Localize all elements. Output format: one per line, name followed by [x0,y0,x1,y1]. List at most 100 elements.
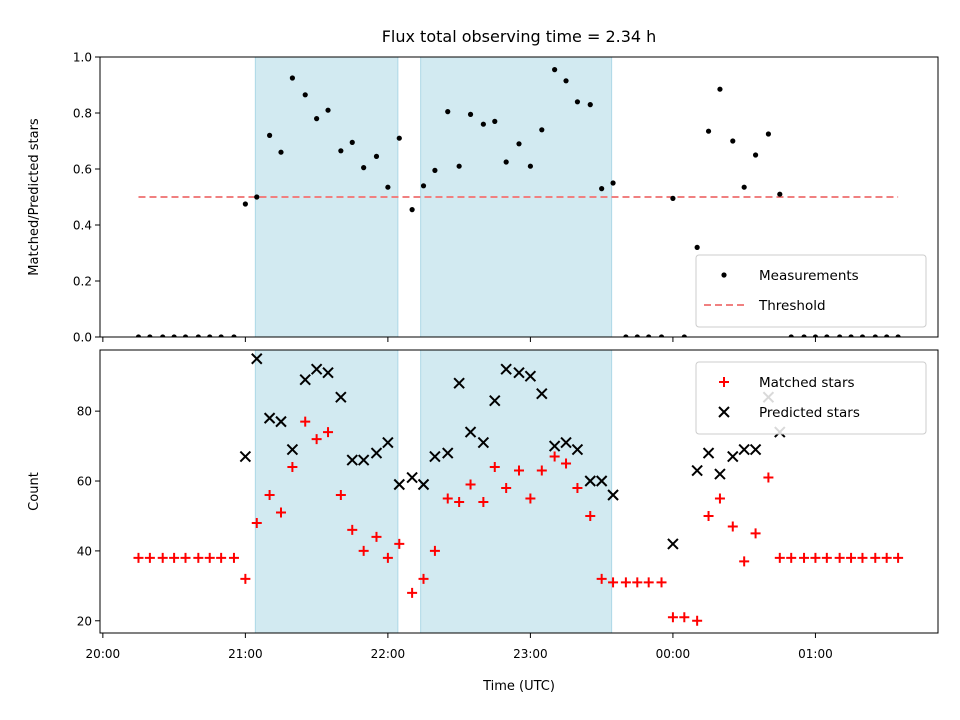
data-point [812,334,819,337]
y-tick-label: 60 [77,475,92,489]
data-point [587,102,593,108]
series-predicted-stars [239,353,786,550]
legend: Matched stars Predicted stars [695,361,927,435]
data-point [358,545,369,556]
data-point [477,436,490,449]
y-tick-label: 1.0 [73,51,92,65]
x-tick-label: 01:00 [798,647,833,661]
x-axis-label: Time (UTC) [482,679,555,694]
data-point [135,334,142,337]
data-point [429,545,440,556]
data-point [765,131,772,137]
data-point [335,489,346,500]
data-point [656,577,667,588]
data-point [810,552,821,563]
data-point [371,531,382,542]
data-point [429,450,441,463]
data-point [549,451,560,462]
y-axis-label: Matched/Predicted stars [27,118,42,276]
data-point [240,573,251,584]
data-point [467,111,474,117]
data-point [859,334,866,337]
data-point [266,132,273,138]
data-point [870,552,881,563]
y-tick-label: 0.2 [73,275,92,289]
data-point [373,153,380,159]
data-point [263,412,276,424]
data-point [607,489,619,501]
y-tick-label: 20 [77,614,92,628]
data-point [478,496,489,507]
data-point [394,538,405,549]
data-point [361,165,367,171]
x-tick-label: 21:00 [228,647,263,661]
data-point [572,483,583,494]
data-point [658,334,665,337]
data-point [895,334,901,337]
data-point [251,353,263,365]
data-point [193,552,204,563]
data-point [311,434,322,445]
data-point [420,183,427,189]
data-point [727,450,739,463]
data-point [714,468,726,480]
data-point [492,118,498,124]
data-point [595,475,608,487]
data-point [239,450,252,463]
data-point [824,334,830,337]
data-point [777,191,783,197]
data-point [275,507,286,518]
data-point [302,92,308,98]
data-point [881,552,892,563]
data-point [278,149,284,155]
data-point [169,552,180,563]
plot-area-2 [133,350,904,633]
data-point [552,67,558,73]
data-point [872,334,878,337]
data-point [503,159,509,165]
data-point [310,363,323,375]
data-point [325,107,331,113]
y-axis-label: Count [27,472,42,511]
data-point [370,447,383,459]
data-point [407,587,418,598]
data-point [157,552,168,563]
data-point [893,552,904,563]
data-point [774,552,785,563]
data-point [489,394,501,407]
data-point [705,128,712,134]
data-point [837,334,843,337]
legend-box [695,254,927,328]
data-point [228,552,239,563]
data-point [286,443,299,456]
data-point [207,334,213,337]
data-point [314,116,320,122]
data-point [513,367,525,379]
y-tick-label: 40 [77,544,92,558]
x-tick-label: 23:00 [513,647,548,661]
legend-box [695,361,927,435]
data-point [599,186,605,192]
data-point [464,426,477,438]
data-point [739,556,750,567]
data-point [763,472,774,483]
data-point [171,334,177,337]
data-point [884,334,890,337]
series-matched-stars [133,416,904,626]
data-point [702,447,715,459]
data-point [489,462,500,473]
data-point [516,141,522,147]
data-point [465,479,476,490]
data-point [692,615,703,626]
data-point [385,184,391,190]
data-point [160,334,166,337]
data-point [445,109,451,115]
data-point [322,367,334,379]
data-point [289,75,295,81]
legend: Measurements Threshold [695,254,927,328]
panel-1: 0.0 0.2 0.4 0.6 0.8 1.0 Matched/Predicted star… [27,51,939,345]
x-tick-label: 20:00 [86,647,121,661]
data-point [857,552,868,563]
data-point [548,440,561,452]
